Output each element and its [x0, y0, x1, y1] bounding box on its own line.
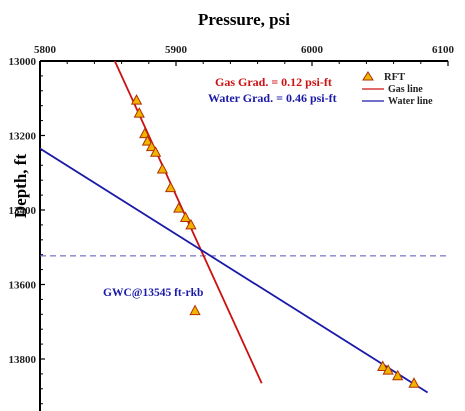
x-tick-label-6100: 6100	[432, 44, 455, 56]
y-tick-label-13200: 13200	[9, 131, 37, 143]
rft-point	[377, 360, 389, 371]
rft-point	[179, 211, 192, 222]
rft-point	[408, 377, 420, 388]
rft-point	[145, 140, 158, 152]
rft-point	[392, 369, 404, 381]
legend-rft-marker	[362, 71, 374, 81]
x-axis-title: Pressure, psi	[198, 10, 290, 29]
rft-point	[139, 127, 151, 139]
rft-point	[382, 364, 394, 375]
legend-gas-line-label: Gas line	[388, 84, 423, 95]
plot-area: 5800 5900 6000 6100 13000 13200 13400 13600 1380…	[9, 44, 455, 411]
rft-point	[149, 146, 162, 157]
rft-point	[173, 202, 185, 213]
y-tick-label-13400: 13400	[9, 205, 37, 217]
legend-rft-label: RFT	[384, 72, 405, 83]
rft-point	[133, 107, 145, 118]
y-tick-label-13600: 13600	[9, 280, 37, 292]
rft-point	[164, 181, 177, 193]
rft-point	[189, 304, 201, 316]
water-gradient-annotation: Water Grad. = 0.46 psi-ft	[208, 91, 337, 105]
y-tick-label-13000: 13000	[9, 56, 37, 68]
y-tick-label-13800: 13800	[9, 354, 37, 366]
rft-point	[130, 94, 143, 105]
gwc-annotation: GWC@13545 ft-rkb	[103, 287, 203, 299]
gas-line-series	[113, 61, 263, 384]
x-tick-label-5900: 5900	[165, 44, 188, 56]
rft-point	[185, 218, 197, 230]
water-line-series	[40, 147, 429, 394]
rft-point	[141, 135, 154, 146]
x-tick-label-5800: 5800	[34, 44, 57, 56]
legend-water-line-label: Water line	[388, 96, 433, 107]
x-tick-label-6000: 6000	[301, 44, 324, 56]
rft-point	[156, 162, 169, 174]
gas-gradient-annotation: Gas Grad. = 0.12 psi-ft	[215, 75, 332, 89]
y-axis-title: Depth, ft	[11, 154, 30, 219]
legend: RFT Gas line Water line	[362, 71, 433, 107]
